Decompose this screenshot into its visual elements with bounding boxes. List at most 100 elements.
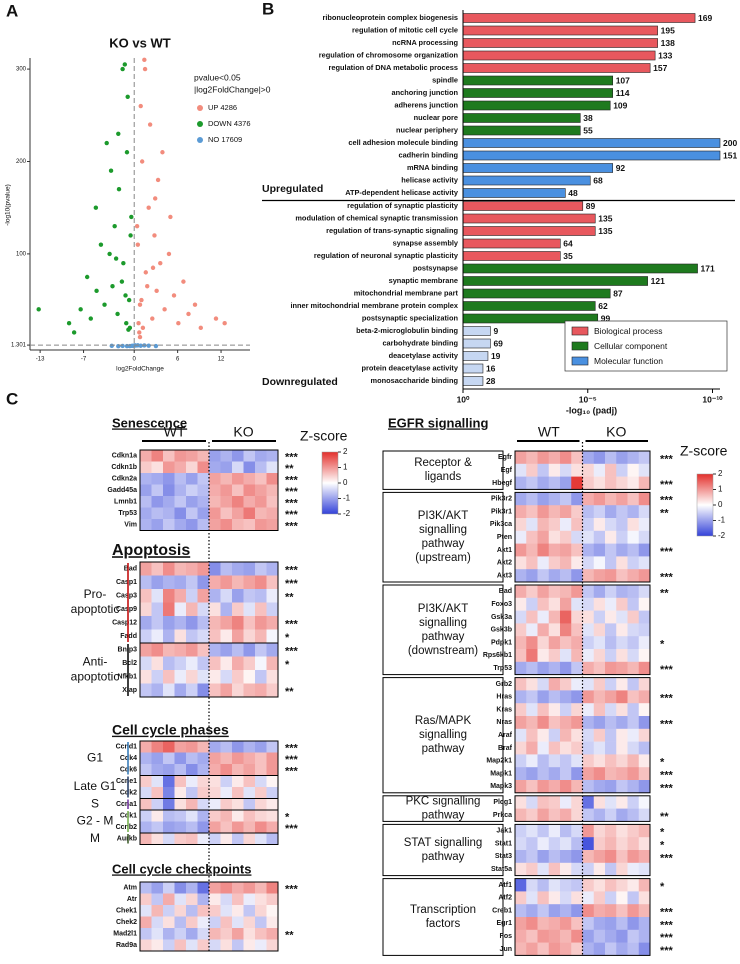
- heat-cell: [220, 775, 233, 788]
- heat-cell: [209, 519, 221, 531]
- point: [160, 150, 165, 155]
- heat-cell: [526, 850, 538, 864]
- heat-cell: [232, 461, 244, 474]
- heat-cell: [638, 850, 651, 864]
- heat-cell: [627, 904, 640, 918]
- count-label: 151: [723, 150, 737, 160]
- significance: ***: [285, 754, 299, 766]
- heat-cell: [151, 507, 164, 520]
- heat-cell: [526, 492, 538, 506]
- point: [213, 316, 219, 321]
- significance: ***: [660, 945, 674, 957]
- category-label: synaptic membrane: [389, 276, 458, 285]
- heat-cell: [638, 942, 651, 956]
- heat-cell: [537, 636, 550, 650]
- heat-cell: [515, 808, 527, 822]
- heat-cell: [209, 461, 221, 474]
- heat-cell: [526, 728, 538, 742]
- heat-cell: [526, 649, 538, 663]
- heat-cell: [582, 518, 595, 532]
- heat-cell: [582, 862, 595, 876]
- category-label: ATP-dependent helicase activity: [345, 188, 459, 197]
- heat-cell: [232, 775, 244, 788]
- heat-cell: [243, 484, 256, 497]
- heat-cell: [255, 616, 267, 630]
- heat-cell: [560, 636, 572, 650]
- heat-cell: [537, 917, 550, 931]
- heat-cell: [548, 623, 561, 637]
- heat-cell: [197, 752, 210, 765]
- heat-cell: [616, 585, 628, 599]
- heat-cell: [232, 893, 244, 906]
- heat-cell: [266, 450, 279, 462]
- heat-cell: [616, 623, 628, 637]
- heat-cell: [186, 562, 198, 576]
- heat-cell: [605, 556, 617, 570]
- category-label: anchoring junction: [391, 88, 458, 97]
- heat-cell: [548, 610, 561, 624]
- colorbar-tick-label: 2: [718, 469, 723, 478]
- section-title: Senescence: [112, 415, 187, 430]
- heat-cell: [243, 629, 256, 644]
- heat-cell: [163, 833, 175, 845]
- bar: [462, 175, 591, 186]
- heat-cell: [255, 643, 267, 657]
- heat-cell: [220, 616, 233, 630]
- gene-label: Bad: [124, 566, 137, 573]
- gene-label: Atf1: [498, 882, 512, 889]
- heat-cell: [627, 661, 640, 675]
- heat-cell: [186, 893, 198, 906]
- heat-cell: [526, 824, 538, 838]
- heat-cell: [627, 850, 640, 864]
- point: [140, 325, 146, 331]
- significance: ***: [285, 884, 299, 896]
- colorbar: [696, 473, 714, 537]
- heat-cell: [582, 891, 595, 905]
- count-label: 55: [583, 125, 593, 135]
- heat-cell: [571, 518, 583, 532]
- heat-cell: [209, 833, 221, 845]
- heat-cell: [593, 741, 606, 755]
- heat-cell: [163, 575, 175, 590]
- group-label: Ras/MAPK: [415, 715, 472, 727]
- point: [142, 66, 148, 72]
- heat-cell: [616, 878, 628, 892]
- heat-cell: [140, 905, 152, 917]
- heat-cell: [515, 505, 527, 519]
- heat-cell: [220, 787, 233, 799]
- heat-cell: [593, 677, 606, 691]
- heat-cell: [140, 589, 152, 603]
- heat-cell: [255, 496, 267, 508]
- heat-cell: [582, 543, 595, 557]
- heat-cell: [548, 904, 561, 918]
- gene-label: Mapk3: [490, 783, 512, 790]
- heat-cell: [140, 484, 152, 497]
- heat-cell: [515, 492, 527, 506]
- count-label: 109: [613, 100, 627, 110]
- heat-cell: [255, 833, 267, 845]
- heat-cell: [627, 754, 640, 768]
- heat-cell: [638, 649, 651, 663]
- legend-swatch: [197, 137, 203, 143]
- heat-cell: [627, 597, 640, 611]
- heat-cell: [526, 451, 538, 465]
- heat-cell: [560, 942, 572, 956]
- group-label: apoptotic: [71, 602, 120, 616]
- heat-cell: [220, 833, 233, 845]
- heat-cell: [266, 787, 279, 799]
- heat-cell: [526, 569, 538, 583]
- significance: ***: [285, 646, 299, 658]
- heat-cell: [266, 916, 279, 929]
- heat-cell: [255, 507, 267, 520]
- category-label: regulation of mitotic cell cycle: [352, 25, 458, 34]
- group-label: Late G1: [74, 779, 117, 793]
- gene-label: Gsk3a: [491, 614, 512, 621]
- heat-cell: [255, 741, 267, 753]
- heat-cell: [537, 767, 550, 781]
- heat-cell: [515, 610, 527, 624]
- heat-cell: [220, 461, 233, 474]
- bar: [462, 88, 614, 98]
- heat-cell: [616, 661, 628, 675]
- heat-cell: [582, 690, 595, 704]
- heat-cell: [140, 562, 152, 576]
